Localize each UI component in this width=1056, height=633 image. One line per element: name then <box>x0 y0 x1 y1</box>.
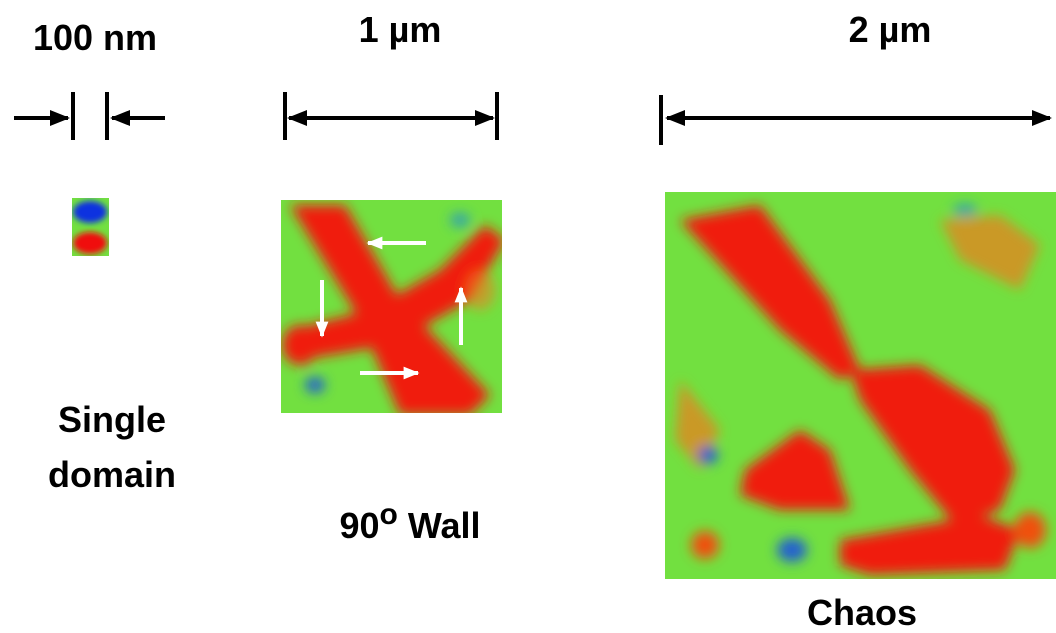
diagram: 100 nm 1 µm 2 µm <box>0 0 1056 633</box>
caption: 90o Wall <box>339 498 480 546</box>
caption-text: Wall <box>408 505 481 546</box>
scale-label: 1 µm <box>359 9 442 50</box>
page: 100 nm 1 µm 2 µm <box>0 0 1056 633</box>
single-domain-image <box>72 198 109 256</box>
scale-label: 2 µm <box>849 9 932 50</box>
caption: domain <box>48 454 176 495</box>
caption-superscript: o <box>380 498 398 531</box>
chaos-image <box>665 192 1056 579</box>
scale-label: 100 nm <box>33 17 157 58</box>
wall-image <box>281 200 505 415</box>
caption: Chaos <box>807 592 917 633</box>
caption: Single <box>58 399 166 440</box>
scale-bars <box>14 92 1050 145</box>
caption-number: 90 <box>339 505 379 546</box>
